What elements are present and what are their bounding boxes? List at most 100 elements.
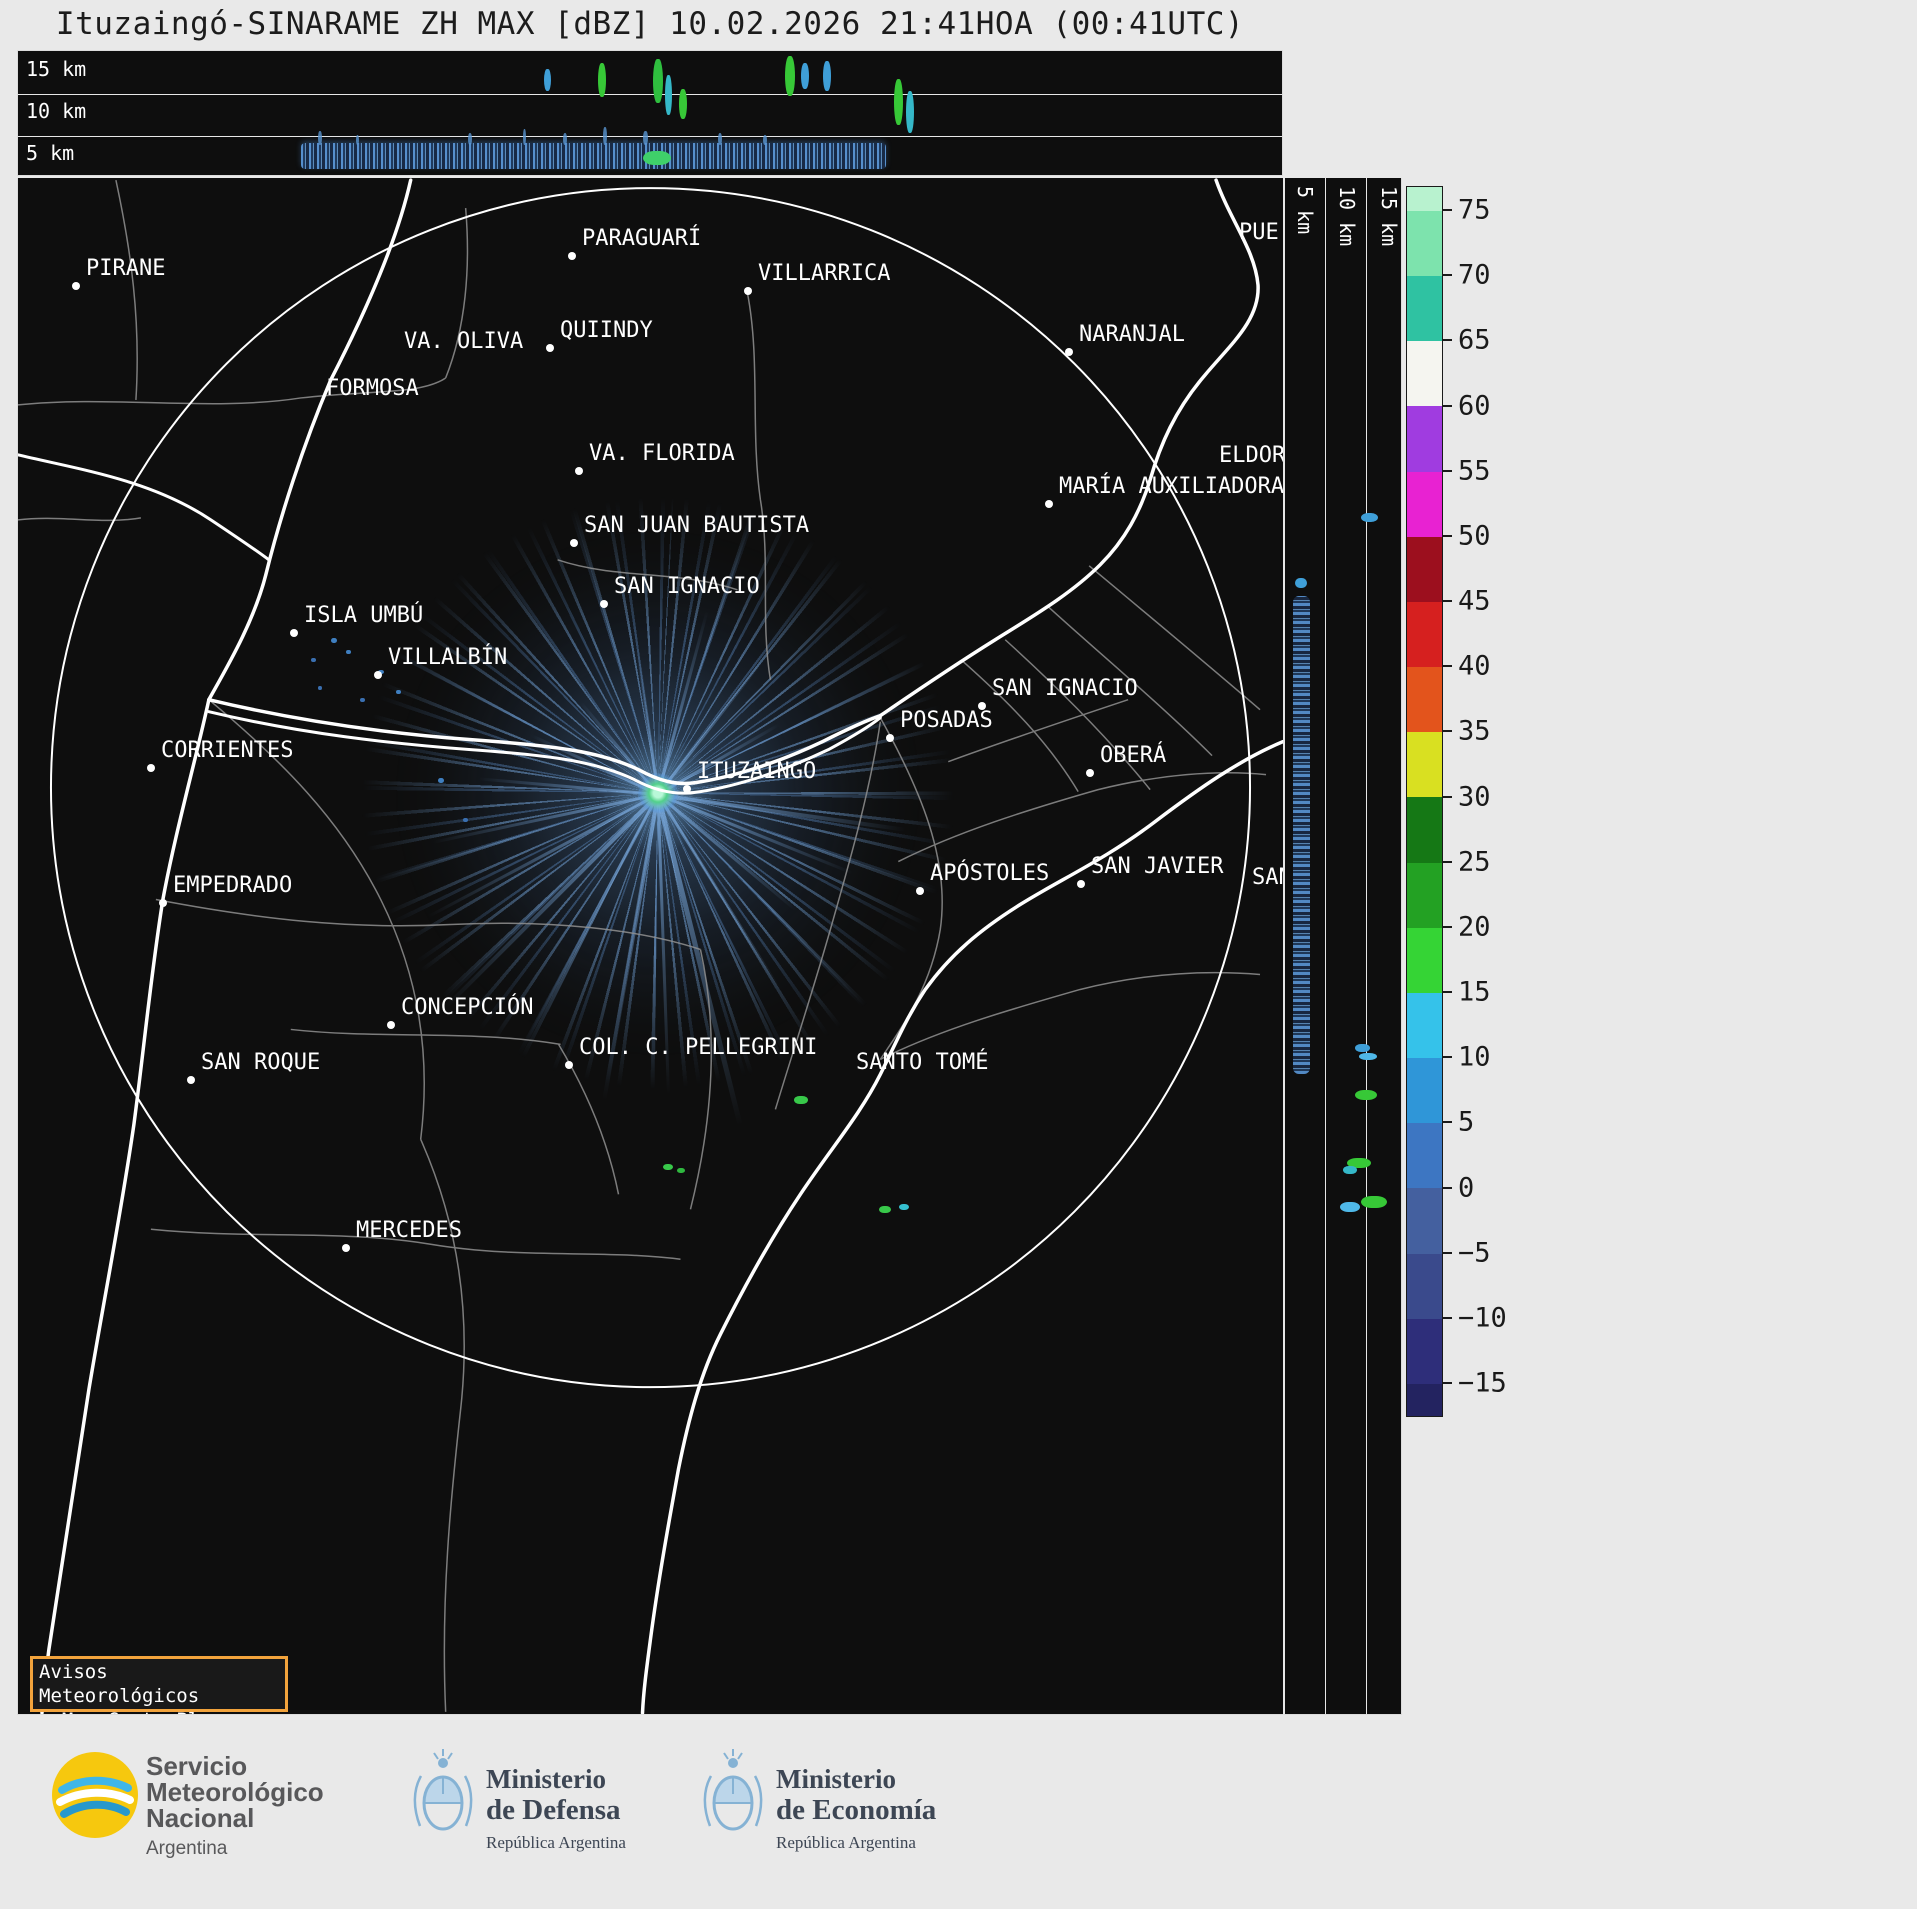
colorbar: 75 70 65 60 55 50 45 40 35 30 25 20 15 10 5 0 −5 −10 −15 [1406, 178, 1596, 1715]
echo-mark [823, 61, 831, 91]
city-label: CONCEPCIÓN [401, 995, 534, 1020]
height-label-10km: 10 km [26, 99, 87, 123]
colorbar-segment [1407, 211, 1442, 277]
echo-mark [331, 638, 337, 643]
colorbar-segment [1407, 341, 1442, 407]
echo-mark [718, 133, 722, 145]
colorbar-tick-mark [1443, 1316, 1452, 1319]
echo-mark [360, 698, 365, 702]
border-line [150, 1228, 681, 1260]
city-label: SAN JAVIER [1091, 854, 1224, 879]
economia-crest-icon [703, 1749, 763, 1831]
city-label: PIRANE [86, 256, 166, 281]
border-line [18, 377, 447, 406]
city-dot [565, 1061, 573, 1069]
warning-line-1: Avisos Meteorológicos [39, 1661, 200, 1707]
city-dot [744, 287, 752, 295]
warning-line-2: a Muy Corto Plazo [39, 1708, 279, 1714]
colorbar-tick-mark [1443, 404, 1452, 407]
colorbar-segment [1407, 862, 1442, 928]
height-label-5km-vertical: 5 km [1293, 186, 1317, 235]
echo-mark [1355, 1044, 1370, 1052]
colorbar-tick-label: 65 [1458, 324, 1491, 356]
colorbar-segment [1407, 927, 1442, 993]
colorbar-tick-label: 30 [1458, 781, 1491, 813]
echo-mark [468, 133, 472, 145]
echo-mark [356, 135, 359, 145]
city-label: CORRIENTES [161, 738, 294, 763]
height-label-15km-vertical: 15 km [1377, 186, 1401, 247]
city-dot [886, 734, 894, 742]
city-label: APÓSTOLES [930, 861, 1050, 886]
colorbar-tick-mark [1443, 534, 1452, 537]
city-label: COL. C. PELLEGRINI [579, 1035, 818, 1060]
echo-mark [643, 151, 671, 165]
colorbar-tick-label: 0 [1458, 1172, 1475, 1204]
colorbar-tick-label: 20 [1458, 911, 1491, 943]
smn-wordmark: Servicio Meteorológico Nacional Argentin… [146, 1753, 324, 1862]
echo-mark [785, 56, 795, 96]
colorbar-tick-mark [1443, 1056, 1452, 1059]
echo-mark [1295, 578, 1307, 588]
colorbar-tick-mark [1443, 1186, 1452, 1189]
colorbar-segment [1407, 276, 1442, 342]
border-line [155, 898, 701, 951]
city-label: FORMOSA [326, 376, 419, 401]
warning-box: Avisos Meteorológicos a Muy Corto Plazo [30, 1656, 288, 1714]
colorbar-tick-label: 15 [1458, 976, 1491, 1008]
defensa-subtitle: República Argentina [486, 1833, 626, 1852]
top-echo-layer [18, 51, 1282, 175]
city-dot [568, 252, 576, 260]
city-layer: PIRANE PARAGUARÍ VILLARRICA QUIINDY VA. OLIV… [18, 178, 1283, 1714]
colorbar-tick-label: 10 [1458, 1041, 1491, 1073]
city-label: OBERÁ [1100, 743, 1167, 768]
city-dot [387, 1021, 395, 1029]
colorbar-bar [1406, 186, 1443, 1417]
smn-country: Argentina [146, 1838, 228, 1859]
echo-mark [679, 89, 687, 119]
city-label: EMPEDRADO [173, 873, 293, 898]
echo-mark [438, 778, 444, 783]
border-line [115, 179, 138, 400]
border-line [290, 1028, 561, 1046]
colorbar-segment [1407, 1058, 1442, 1124]
economia-subtitle: República Argentina [776, 1833, 916, 1852]
border-line [948, 698, 1129, 763]
top-cross-section: 15 km 10 km 5 km [17, 50, 1283, 176]
province-borders [18, 179, 1267, 1712]
echo-mark [894, 79, 903, 125]
colorbar-tick-label: 25 [1458, 846, 1491, 878]
city-label: SAN ROQUE [201, 1050, 321, 1075]
city-label: MARÍA AUXILIADORA [1059, 474, 1283, 499]
city-dot [570, 539, 578, 547]
border-line [1088, 565, 1261, 711]
colorbar-tick-label: 45 [1458, 585, 1491, 617]
colorbar-tick-mark [1443, 925, 1452, 928]
rivers [18, 178, 1283, 1714]
echo-mark [563, 133, 567, 145]
echo-mark [1361, 1196, 1387, 1208]
colorbar-segment [1407, 797, 1442, 863]
city-label: SAN IGNACIO [992, 676, 1138, 701]
colorbar-tick-mark [1443, 730, 1452, 733]
city-dot [187, 1076, 195, 1084]
smn-line-2: Meteorológico [146, 1777, 324, 1807]
echo-mark [1361, 513, 1378, 522]
colorbar-tick-mark [1443, 1251, 1452, 1254]
city-label: QUIINDY [560, 318, 653, 343]
height-gridline-5km-vertical [1325, 178, 1326, 1714]
colorbar-segment [1407, 536, 1442, 602]
economia-line-2: de Economía [776, 1794, 937, 1826]
colorbar-tick-label: 70 [1458, 259, 1491, 291]
echo-mark [1343, 1166, 1357, 1174]
echo-mark [1355, 1090, 1377, 1100]
colorbar-tick-label: −15 [1458, 1367, 1507, 1399]
colorbar-tick-mark [1443, 860, 1452, 863]
right-echo-layer [1285, 178, 1401, 1714]
river-parana-main-south [207, 710, 882, 795]
border-line [897, 772, 1267, 863]
city-label: PARAGUARÍ [582, 226, 702, 251]
city-label: VILLALBÍN [388, 645, 508, 670]
height-label-15km: 15 km [26, 57, 87, 81]
right-cross-section: 5 km 10 km 15 km [1283, 178, 1402, 1715]
